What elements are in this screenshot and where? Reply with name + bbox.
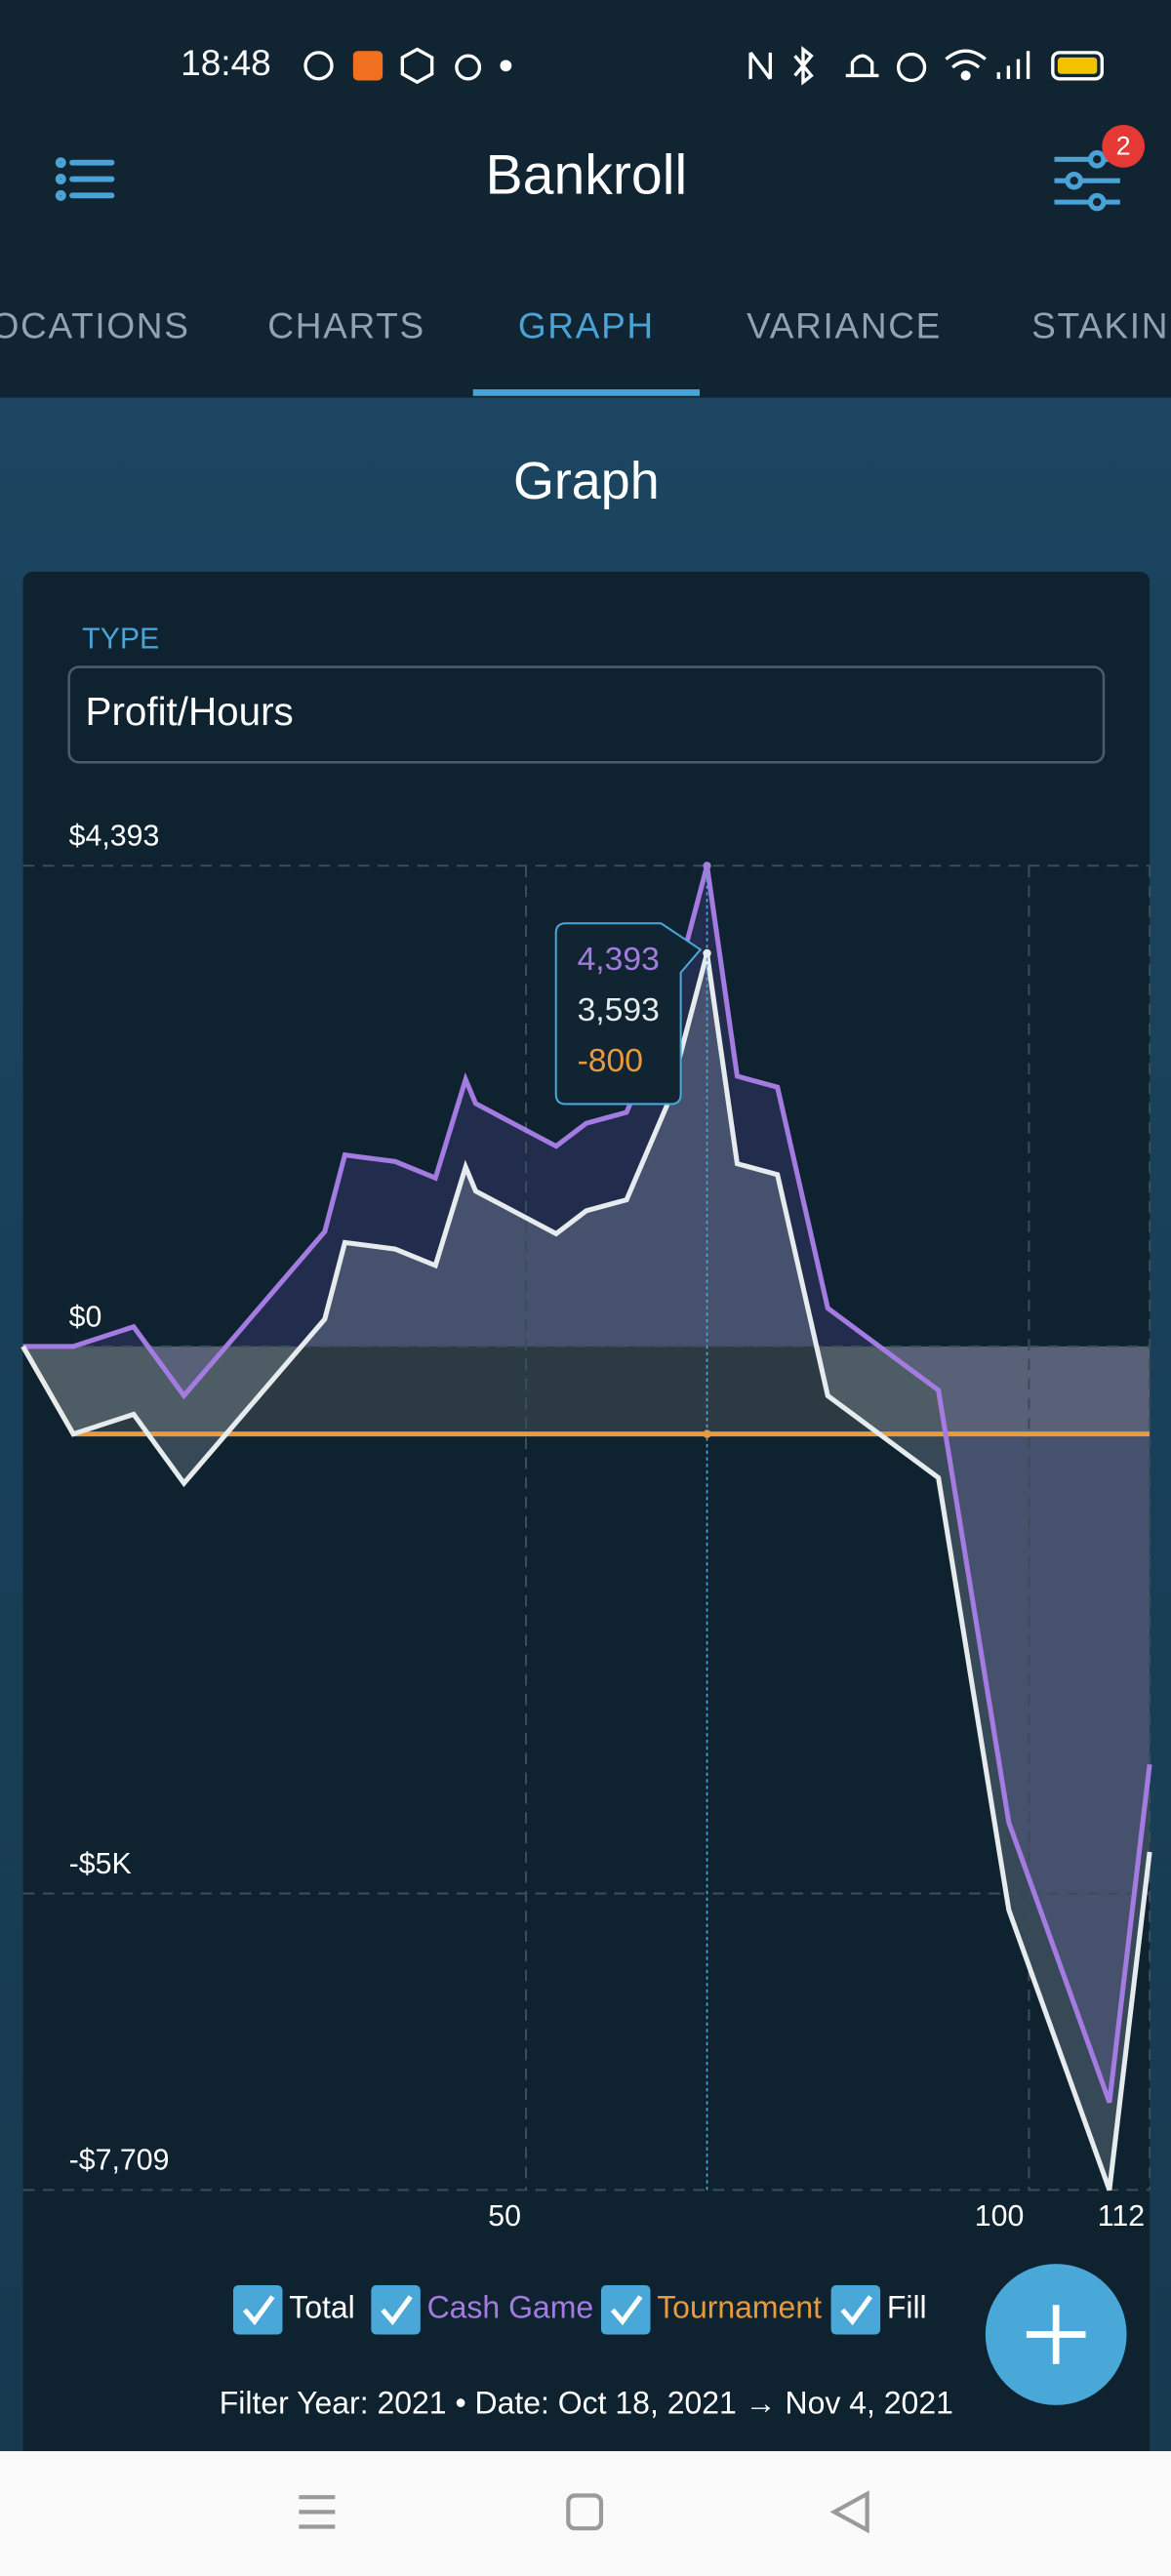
nav-bar — [0, 2451, 1171, 2576]
nav-recents[interactable] — [299, 2495, 336, 2529]
add-button[interactable] — [985, 2264, 1127, 2405]
tab[interactable]: STAKIN — [1031, 305, 1169, 346]
legend-checkbox[interactable] — [600, 2284, 651, 2335]
nav-home[interactable] — [566, 2493, 604, 2531]
legend-check — [610, 2295, 643, 2326]
series-line — [22, 865, 1152, 2104]
legend: Total Cash Game Tournament Fill — [232, 2284, 927, 2335]
tooltip-value: -800 — [578, 1043, 643, 1079]
tab-indicator — [472, 389, 700, 396]
filter-badge-count: 2 — [1116, 132, 1131, 161]
tab[interactable]: OCATIONS — [0, 305, 190, 346]
x-tick-label: 100 — [975, 2200, 1025, 2233]
tab-bar: OCATIONS CHARTS GRAPH VARIANCE STAKIN — [0, 305, 1169, 396]
menu-button[interactable] — [55, 157, 115, 201]
legend-check — [242, 2295, 275, 2326]
tab[interactable]: GRAPH — [518, 305, 655, 346]
tooltip-value: 3,593 — [578, 992, 660, 1028]
section-title: Graph — [513, 452, 660, 510]
filter-text: Filter Year: 2021 • Date: Oct 18, 2021 →… — [220, 2385, 953, 2420]
tooltip-box — [554, 922, 703, 1106]
type-label: TYPE — [82, 624, 159, 656]
status-icons — [303, 46, 1104, 86]
y-tick-label: -$7,709 — [69, 2145, 170, 2177]
app-title: Bankroll — [485, 144, 687, 207]
legend-label: Cash Game — [427, 2290, 594, 2325]
nav-back[interactable] — [829, 2490, 869, 2534]
tab[interactable]: CHARTS — [267, 305, 425, 346]
legend-label: Tournament — [657, 2290, 822, 2325]
x-tick-label: 50 — [488, 2200, 521, 2233]
y-tick-label: $0 — [69, 1301, 102, 1333]
chart: $4,393 $0 -$5K -$7,709 50 100 112 4,393 3,593 -80… — [20, 821, 1152, 2233]
x-tick-label: 112 — [1098, 2200, 1145, 2233]
legend-checkbox[interactable] — [232, 2284, 283, 2335]
legend-checkbox[interactable] — [371, 2284, 421, 2335]
tooltip-point — [703, 948, 711, 958]
tooltip-value: 4,393 — [578, 942, 660, 978]
type-value: Profit/Hours — [86, 689, 294, 734]
legend-label: Fill — [887, 2290, 927, 2325]
tooltip-point — [703, 862, 711, 870]
type-select[interactable] — [67, 665, 1106, 764]
filter-button[interactable] — [1054, 150, 1120, 212]
y-tick-label: $4,393 — [69, 821, 160, 853]
legend-check — [381, 2295, 413, 2326]
status-time: 18:48 — [181, 42, 271, 83]
legend-checkbox[interactable] — [830, 2284, 881, 2335]
filter-badge — [1102, 124, 1146, 168]
legend-label: Total — [289, 2290, 355, 2325]
series-line — [20, 952, 1152, 2192]
area-fill — [22, 1346, 1151, 1434]
legend-check — [840, 2295, 873, 2326]
tooltip-point — [703, 1429, 711, 1438]
y-tick-label: -$5K — [69, 1848, 132, 1880]
tab[interactable]: VARIANCE — [747, 305, 942, 346]
card — [22, 571, 1151, 2462]
